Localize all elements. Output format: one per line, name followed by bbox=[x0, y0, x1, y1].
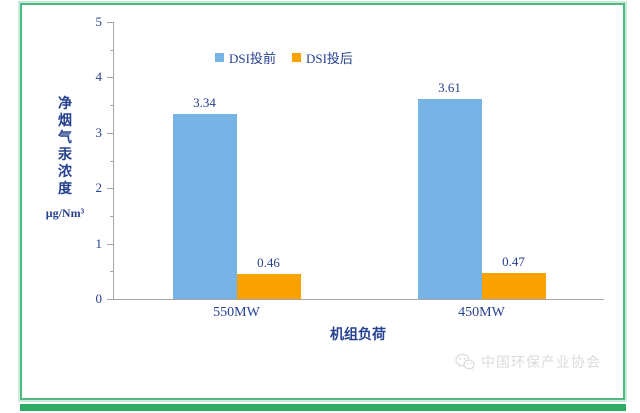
watermark-text: 中国环保产业协会 bbox=[481, 356, 601, 371]
chart-frame: DSI投前 DSI投后 净 烟 气 汞 浓 度 μg/Nm³ 0 1 2 3 4 5 3.34… bbox=[20, 3, 625, 400]
legend-item: DSI投后 bbox=[291, 48, 353, 67]
bar-value-label: 0.46 bbox=[257, 254, 280, 270]
bar-group: 3.61 0.47 bbox=[359, 22, 604, 299]
wechat-icon bbox=[455, 353, 475, 370]
legend-label: DSI投后 bbox=[305, 51, 353, 66]
bar-DSI投后: 0.46 bbox=[236, 255, 301, 299]
y-axis-minor-tick bbox=[110, 105, 113, 107]
bottom-green-bar bbox=[20, 404, 626, 411]
y-axis-tick bbox=[107, 243, 113, 245]
legend-swatch bbox=[291, 53, 301, 62]
y-axis-minor-tick bbox=[110, 160, 113, 162]
bar-DSI投后: 0.47 bbox=[481, 254, 546, 299]
y-axis-title: 净 烟 气 汞 浓 度 bbox=[58, 97, 72, 197]
plot-area: 0 1 2 3 4 5 3.34 0.46 550MW 3.61 0.47 450MW bbox=[96, 14, 604, 320]
y-axis-tick bbox=[107, 77, 113, 79]
category-label: 550MW bbox=[213, 305, 260, 320]
bar-DSI投前: 3.61 bbox=[417, 80, 482, 299]
y-axis-tick bbox=[107, 132, 113, 134]
chart-legend: DSI投前 DSI投后 bbox=[215, 48, 353, 67]
y-axis-tick-label: 2 bbox=[95, 180, 103, 196]
y-axis-tick bbox=[107, 22, 113, 23]
y-axis-tick bbox=[107, 299, 113, 300]
y-axis-minor-tick bbox=[110, 215, 113, 217]
y-axis-tick-label: 1 bbox=[95, 235, 103, 251]
y-axis-tick bbox=[107, 188, 113, 190]
y-axis-tick-label: 0 bbox=[95, 291, 103, 306]
legend-swatch bbox=[215, 53, 224, 62]
y-axis-tick-label: 4 bbox=[95, 69, 103, 85]
y-axis-tick-label: 3 bbox=[95, 124, 103, 140]
chart-canvas: DSI投前 DSI投后 净 烟 气 汞 浓 度 μg/Nm³ 0 1 2 3 4 5 3.34… bbox=[22, 5, 623, 398]
y-axis-minor-tick bbox=[110, 271, 113, 273]
bar-value-label: 3.61 bbox=[438, 80, 461, 96]
bar-value-label: 0.47 bbox=[502, 253, 525, 269]
bar-value-label: 3.34 bbox=[193, 94, 216, 110]
watermark: 中国环保产业协会 bbox=[455, 352, 601, 372]
legend-label: DSI投前 bbox=[229, 51, 276, 66]
y-axis-minor-tick bbox=[110, 49, 113, 51]
bar-DSI投前: 3.34 bbox=[172, 95, 237, 299]
category-label: 450MW bbox=[458, 305, 505, 320]
legend-item: DSI投前 bbox=[215, 48, 276, 67]
y-axis-tick-label: 5 bbox=[95, 14, 103, 29]
x-axis-title: 机组负荷 bbox=[330, 328, 386, 343]
bar-group: 3.34 0.46 bbox=[114, 22, 359, 299]
y-axis-unit: μg/Nm³ bbox=[45, 206, 85, 220]
